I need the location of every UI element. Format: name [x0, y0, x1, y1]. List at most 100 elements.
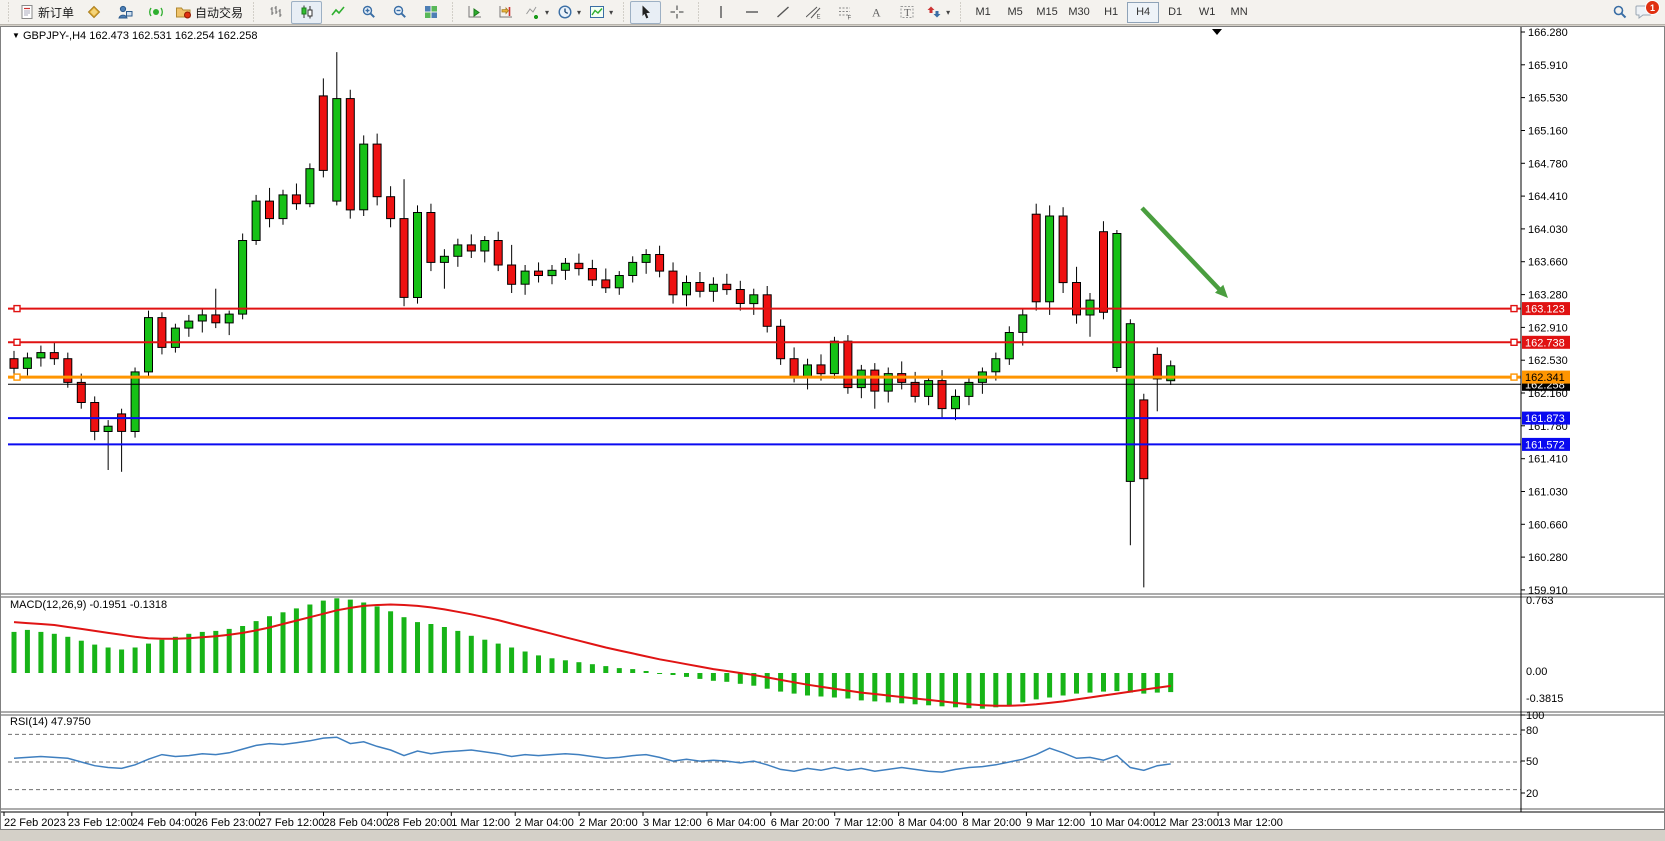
timeframe-mn-button[interactable]: MN	[1230, 6, 1248, 18]
price-tick: 161.030	[1528, 487, 1568, 499]
chart-shift-marker[interactable]	[1212, 29, 1222, 35]
time-tick: 26 Feb 23:00	[196, 817, 261, 829]
toolbar-grip	[250, 2, 258, 22]
arrows-tool-button[interactable]: ▾	[922, 1, 954, 24]
timeframe-h1-button[interactable]: H1	[1104, 6, 1119, 18]
price-axis[interactable]: 166.280 165.910 165.530 165.160 164.780 164.4…	[1520, 26, 1568, 812]
autotrading-folder-icon	[175, 4, 192, 20]
timeframe-m15-button[interactable]: M15	[1036, 6, 1058, 18]
timeframe-m5-button[interactable]: M5	[1007, 6, 1023, 18]
price-tick: 162.910	[1528, 322, 1568, 334]
text-label-icon: T	[899, 4, 915, 20]
equidistant-channel-tool-button[interactable]: E	[798, 1, 829, 24]
text-tool-button[interactable]: A	[860, 1, 891, 24]
time-tick: 22 Feb 2023	[4, 817, 66, 829]
crosshair-icon	[669, 4, 685, 20]
chevron-down-icon: ▾	[946, 7, 951, 17]
rsi-indicator-label: RSI(14) 47.9750	[10, 716, 91, 728]
price-tick: 163.660	[1528, 257, 1568, 269]
price-tick: 165.910	[1528, 60, 1568, 72]
timeframe-m30-button[interactable]: M30	[1068, 6, 1090, 18]
price-badge-162.738: 162.738	[1525, 337, 1565, 349]
price-tick: 164.410	[1528, 191, 1568, 203]
notification-badge[interactable]: 1	[1645, 0, 1660, 15]
crosshair-tool-button[interactable]	[661, 1, 692, 24]
chart-title-text: GBPJPY-,H4 162.473 162.531 162.254 162.2…	[22, 30, 258, 42]
terminal-icon	[117, 4, 133, 20]
search-button[interactable]	[1604, 1, 1635, 24]
indicators-add-icon	[525, 4, 541, 20]
chart-line-icon	[330, 4, 346, 20]
text-label-tool-button[interactable]: T	[891, 1, 922, 24]
macd-pane	[11, 598, 1174, 709]
template-icon	[589, 4, 605, 20]
chevron-down-icon: ▾	[545, 7, 550, 17]
timeframe-w1-button[interactable]: W1	[1198, 6, 1216, 18]
chat-button[interactable]: 1	[1635, 0, 1660, 20]
price-tick: 163.280	[1528, 290, 1568, 302]
chart-title: ▼ GBPJPY-,H4 162.473 162.531 162.254 162…	[12, 30, 257, 42]
text-a-icon: A	[868, 4, 884, 20]
auto-scroll-icon	[467, 4, 483, 20]
trend-arrow-annotation[interactable]	[1140, 206, 1228, 298]
zoom-in-icon	[361, 4, 377, 20]
trendline-icon	[775, 4, 791, 20]
zoom-out-icon	[392, 4, 408, 20]
gold-profile-icon	[86, 4, 102, 20]
toolbar-grip	[449, 2, 457, 22]
zoom-in-button[interactable]	[353, 1, 384, 24]
rsi-pane	[8, 733, 1521, 791]
trendline-tool-button[interactable]	[767, 1, 798, 24]
terminal-button[interactable]	[109, 1, 140, 24]
fibonacci-tool-button[interactable]: F	[829, 1, 860, 24]
chart-candles-icon	[299, 4, 315, 20]
candles-layer	[9, 52, 1176, 588]
templates-button[interactable]: ▾	[585, 1, 617, 24]
macd-signal-line	[13, 603, 1171, 707]
chart-canvas[interactable]: 166.280 165.910 165.530 165.160 164.780 164.4…	[0, 26, 1665, 830]
time-tick: 27 Feb 12:00	[260, 817, 325, 829]
price-tick: 162.160	[1528, 388, 1568, 400]
horizontal-lines-layer[interactable]	[8, 304, 1521, 446]
indicators-button[interactable]: ▾	[521, 1, 553, 24]
periods-button[interactable]: ▾	[553, 1, 585, 24]
time-tick: 10 Mar 04:00	[1090, 817, 1155, 829]
arrows-icon	[926, 4, 942, 20]
chart-profile-button[interactable]	[78, 1, 109, 24]
time-axis[interactable]: 22 Feb 2023 23 Feb 12:00 24 Feb 04:00 26 Fe…	[0, 811, 1665, 829]
horizontal-line-tool-button[interactable]	[736, 1, 767, 24]
toolbar-grip	[620, 2, 628, 22]
timeframe-m1-button[interactable]: M1	[975, 6, 991, 18]
macd-scale-tick: 0.763	[1526, 595, 1554, 607]
macd-scale-tick: -0.3815	[1526, 693, 1563, 705]
timeframe-d1-button[interactable]: D1	[1168, 6, 1183, 18]
time-tick: 24 Feb 04:00	[132, 817, 197, 829]
chart-bars-icon	[268, 4, 284, 20]
price-tick: 165.530	[1528, 93, 1568, 105]
cursor-tool-button[interactable]	[630, 0, 662, 24]
new-order-button[interactable]: 新订单	[15, 1, 78, 24]
price-badge-161.572: 161.572	[1525, 439, 1565, 451]
autotrading-button[interactable]: 自动交易	[171, 1, 247, 24]
chart-shift-icon	[498, 4, 514, 20]
chart-shift-button[interactable]	[490, 1, 521, 24]
svg-text:T: T	[904, 7, 911, 19]
tile-windows-button[interactable]	[415, 1, 446, 24]
bar-chart-type-button[interactable]	[260, 1, 291, 24]
time-tick: 23 Feb 12:00	[68, 817, 133, 829]
price-tick: 165.160	[1528, 126, 1568, 138]
timeframe-h4-button[interactable]: H4	[1127, 1, 1160, 23]
candlestick-chart-type-button[interactable]	[291, 0, 323, 24]
zoom-out-button[interactable]	[384, 1, 415, 24]
price-tick: 162.530	[1528, 355, 1568, 367]
hline-icon	[744, 4, 760, 20]
chart-dropdown-icon[interactable]: ▼	[12, 31, 20, 40]
auto-scroll-button[interactable]	[459, 1, 490, 24]
vertical-line-tool-button[interactable]	[705, 1, 736, 24]
time-tick: 28 Feb 04:00	[324, 817, 389, 829]
rsi-scale-tick: 20	[1526, 788, 1538, 800]
signals-button[interactable]	[140, 1, 171, 24]
line-chart-type-button[interactable]	[322, 1, 353, 24]
time-tick: 3 Mar 12:00	[643, 817, 702, 829]
search-icon	[1612, 4, 1628, 20]
